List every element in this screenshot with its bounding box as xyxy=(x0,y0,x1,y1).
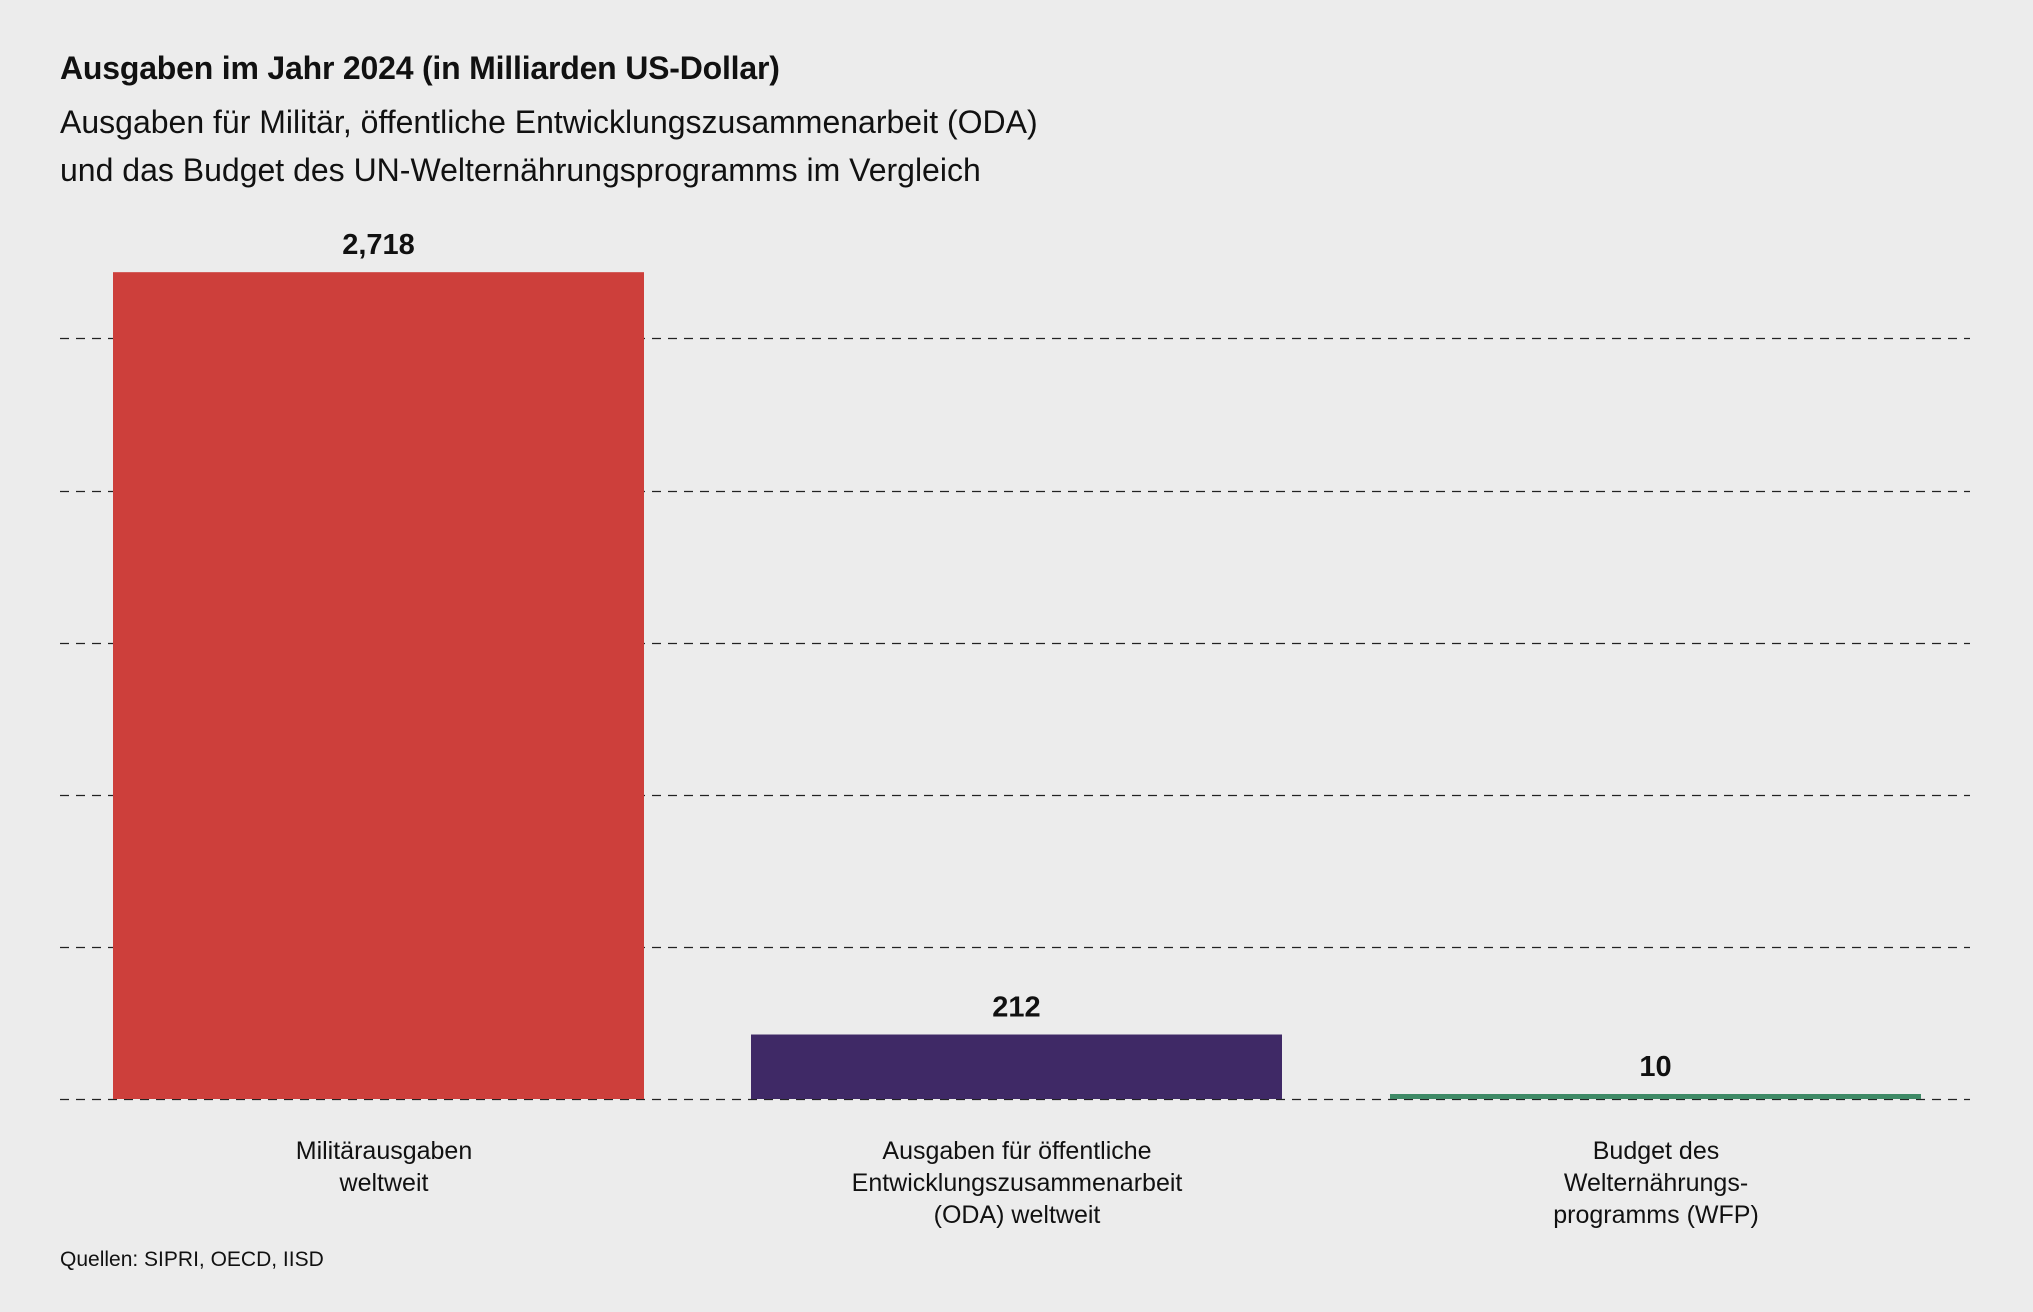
bar xyxy=(1390,1094,1921,1099)
category-label-line: Ausgaben für öffentliche xyxy=(882,1137,1152,1165)
bar-value-label: 10 xyxy=(1639,1051,1671,1083)
category-label-line: weltweit xyxy=(339,1169,429,1197)
gridlines xyxy=(60,337,1970,1101)
value-labels: 2,718 212 10 xyxy=(342,229,1671,1083)
bar xyxy=(751,1034,1282,1099)
category-label-oda: Ausgaben für öffentliche Entwicklungszus… xyxy=(737,1135,1297,1231)
category-label-line: Militärausgaben xyxy=(295,1137,473,1165)
source-note: Quellen: SIPRI, OECD, IISD xyxy=(60,1248,324,1271)
subtitle-line-1: Ausgaben für Militär, öffentliche Entwic… xyxy=(60,104,1038,140)
bar-value-label: 212 xyxy=(992,992,1040,1024)
category-label-line: Welternährungs- xyxy=(1563,1169,1749,1197)
chart-subtitle: Ausgaben für Militär, öffentliche Entwic… xyxy=(60,98,1038,194)
category-label-line: programms (WFP) xyxy=(1553,1201,1759,1229)
category-label-line: (ODA) weltweit xyxy=(933,1201,1101,1229)
category-label-wfp: Budget des Welternährungs- programms (WF… xyxy=(1376,1135,1936,1231)
chart-title: Ausgaben im Jahr 2024 (in Milliarden US-… xyxy=(60,50,780,86)
bar xyxy=(113,272,644,1099)
category-label-military: Militärausgaben weltweit xyxy=(104,1135,664,1199)
subtitle-line-2: und das Budget des UN-Welternährungsprog… xyxy=(60,152,981,188)
category-label-line: Entwicklungszusammenarbeit xyxy=(851,1169,1183,1197)
bar-value-label: 2,718 xyxy=(342,229,415,261)
bars xyxy=(113,272,1921,1099)
category-label-line: Budget des xyxy=(1592,1137,1720,1165)
